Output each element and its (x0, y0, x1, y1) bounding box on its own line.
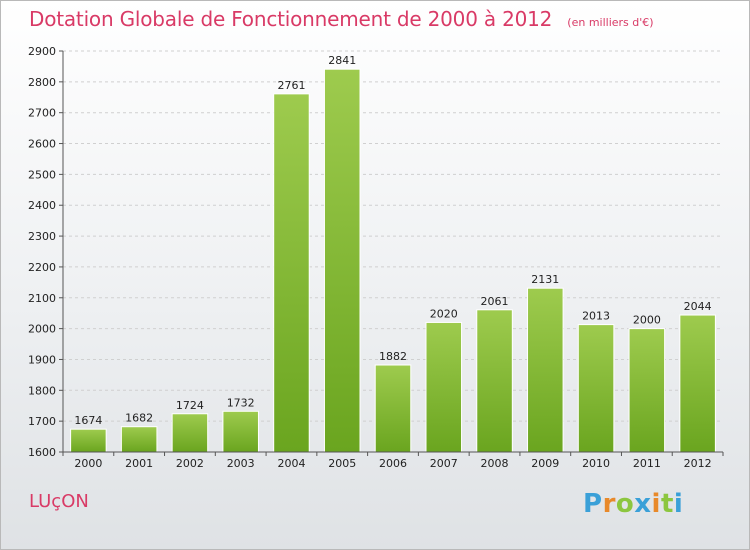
y-tick-label: 2100 (28, 292, 56, 305)
bar (628, 328, 666, 453)
bar-value-label: 2061 (481, 295, 509, 308)
bar (527, 287, 564, 453)
y-tick-label: 1700 (28, 415, 56, 428)
chart-title: Dotation Globale de Fonctionnement de 20… (29, 7, 553, 31)
bar (476, 309, 513, 453)
y-tick-label: 1600 (28, 446, 56, 459)
bar (222, 410, 259, 453)
x-tick-label: 2002 (176, 457, 204, 470)
y-tick-label: 2000 (28, 323, 56, 336)
y-tick-label: 2600 (28, 138, 56, 151)
bar-value-label: 1674 (74, 414, 102, 427)
y-tick-label: 2500 (28, 168, 56, 181)
x-tick-label: 2011 (633, 457, 661, 470)
y-tick-label: 2400 (28, 199, 56, 212)
y-tick-label: 2900 (28, 45, 56, 58)
logo-letter: x (634, 489, 652, 519)
y-tick-label: 2700 (28, 107, 56, 120)
x-tick-label: 2007 (430, 457, 458, 470)
x-tick-label: 2001 (125, 457, 153, 470)
bar (679, 314, 716, 453)
bar (374, 364, 412, 453)
x-tick-label: 2009 (531, 457, 559, 470)
x-tick-label: 2010 (582, 457, 610, 470)
x-tick-label: 2012 (684, 457, 712, 470)
bar (577, 324, 615, 453)
x-tick-label: 2004 (277, 457, 305, 470)
bar-value-label: 2020 (430, 307, 458, 320)
y-tick-label: 1900 (28, 353, 56, 366)
logo-letter: i (673, 489, 684, 519)
logo-letter: t (660, 489, 674, 519)
bar (120, 426, 158, 453)
commune-name: LUçON (29, 491, 89, 512)
bar-value-label: 1682 (125, 412, 153, 425)
bar (425, 321, 463, 453)
bar-value-label: 1882 (379, 350, 407, 363)
x-tick-label: 2005 (328, 457, 356, 470)
y-tick-label: 1800 (28, 384, 56, 397)
bar-value-label: 2013 (582, 310, 610, 323)
chart-subtitle: (en milliers d'€) (567, 16, 654, 29)
bar (70, 428, 107, 453)
x-tick-label: 2008 (481, 457, 509, 470)
bar (323, 68, 361, 453)
bar (273, 93, 310, 453)
proxiti-logo: Proxiti (583, 489, 683, 519)
bar-value-label: 1732 (227, 396, 255, 409)
logo-letter: o (615, 489, 635, 519)
bar-value-label: 2044 (684, 300, 712, 313)
bar-value-label: 1724 (176, 399, 204, 412)
chart-title-row: Dotation Globale de Fonctionnement de 20… (29, 7, 654, 31)
bar-value-label: 2841 (328, 54, 356, 67)
logo-letter: i (651, 489, 661, 519)
x-tick-label: 2006 (379, 457, 407, 470)
bar-value-label: 2761 (277, 79, 305, 92)
bar-value-label: 2131 (531, 273, 559, 286)
x-tick-label: 2003 (227, 457, 255, 470)
bars: 1674 1682 1724 1732 2761 2841 1882 2020 2061 2131… (70, 54, 716, 453)
x-tick-label: 2000 (74, 457, 102, 470)
y-tick-label: 2800 (28, 76, 56, 89)
y-tick-label: 2200 (28, 261, 56, 274)
bar-value-label: 2000 (633, 314, 661, 327)
axes: 1600 1700 1800 1900 2000 2100 2200 2300 2400 2500… (28, 45, 724, 470)
logo-letter: r (602, 489, 616, 519)
bar (171, 413, 209, 453)
y-tick-label: 2300 (28, 230, 56, 243)
logo-letter: P (583, 489, 603, 519)
